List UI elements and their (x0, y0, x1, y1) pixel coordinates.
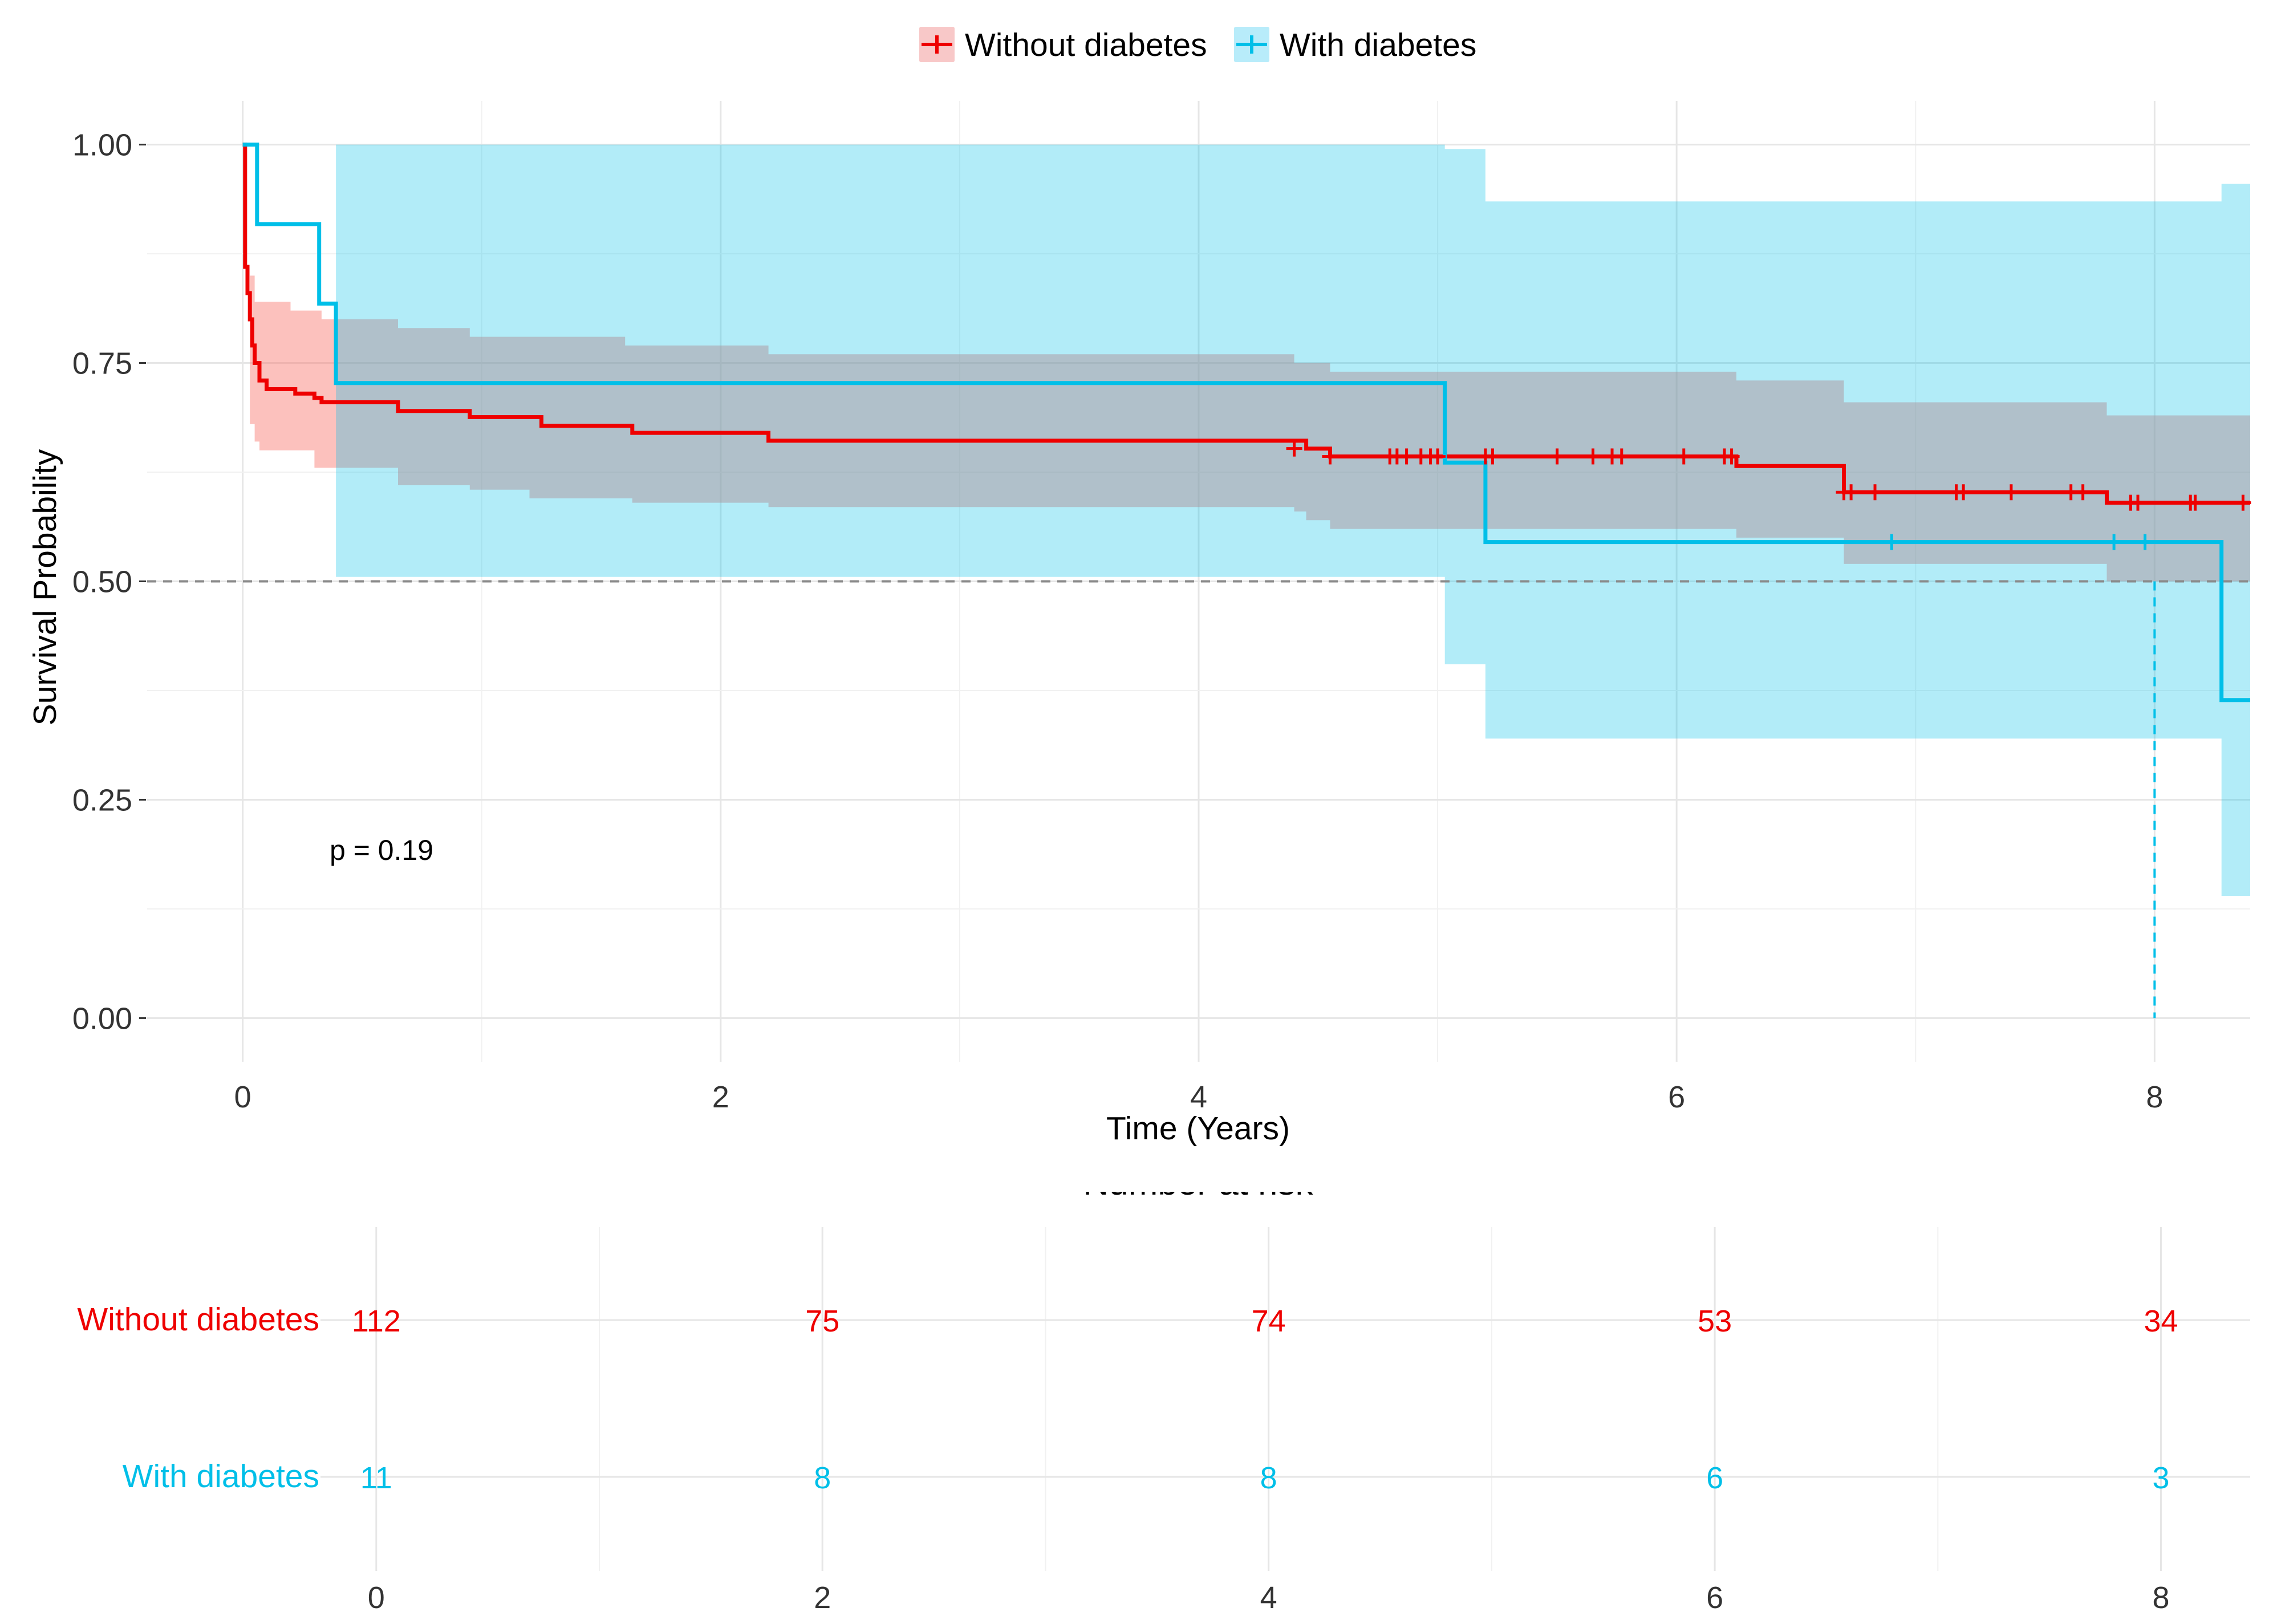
y-tick-label: 1.00 (72, 128, 132, 163)
x-tick-label: 0 (234, 1080, 251, 1114)
censor-mark (1484, 448, 1501, 465)
censor-mark (1723, 448, 1740, 465)
risk-table-title: Number at risk (1083, 1192, 1313, 1203)
y-tick-label: 0.75 (72, 347, 132, 381)
censor-mark (1613, 448, 1630, 465)
legend-label-with-diabetes: With diabetes (1280, 27, 1476, 63)
survival-chart: 0.00 0.25 0.50 0.75 1.00 0 2 4 6 8 p = 0.19 Time … (27, 101, 2251, 1147)
risk-count: 34 (2144, 1304, 2178, 1338)
censor-mark (1549, 448, 1565, 465)
risk-count: 8 (1260, 1461, 1277, 1495)
risk-count: 74 (1252, 1304, 1286, 1338)
censor-mark (1675, 448, 1692, 465)
risk-row-label: Without diabetes (77, 1301, 319, 1338)
censor-mark (1430, 448, 1446, 465)
risk-count: 53 (1698, 1304, 1732, 1338)
risk-count: 75 (805, 1304, 839, 1338)
risk-table-rows: Without diabetes 112 75 74 53 34 With diabetes… (77, 1301, 2178, 1495)
censor-mark (2187, 494, 2203, 511)
survival-curve-with-diabetes (242, 143, 2250, 703)
censor-mark (2075, 484, 2091, 501)
y-tick-label: 0.25 (72, 783, 132, 817)
risk-axis-tick-label: 4 (1260, 1581, 1277, 1615)
x-tick-label: 6 (1668, 1080, 1685, 1114)
risk-count: 112 (352, 1304, 401, 1338)
censor-mark (1843, 484, 1860, 501)
risk-count: 8 (814, 1461, 831, 1495)
censor-mark (2106, 534, 2122, 550)
ci-band-with-diabetes (242, 144, 2250, 896)
number-at-risk-table: Number at risk Without diabetes112757453… (77, 1192, 2250, 1615)
ci-band-without-diabetes (242, 144, 2250, 582)
censor-marks (1286, 440, 2251, 550)
risk-axis-tick-label: 2 (814, 1581, 831, 1615)
censor-mark (1322, 448, 1338, 465)
censor-mark (1286, 440, 1302, 457)
risk-count: 3 (2152, 1461, 2169, 1495)
risk-row-label: With diabetes (123, 1458, 319, 1495)
censor-mark (2137, 534, 2153, 550)
x-tick-label: 8 (2146, 1080, 2163, 1114)
legend-entry-without-diabetes: Without diabetes (919, 27, 1207, 63)
x-tick-label: 4 (1190, 1080, 1207, 1114)
y-tick-label: 0.00 (72, 1001, 132, 1036)
y-tick-label: 0.50 (72, 565, 132, 599)
censor-mark (1867, 484, 1884, 501)
risk-axis-tick-label: 6 (1706, 1581, 1723, 1615)
legend-label-without-diabetes: Without diabetes (965, 27, 1207, 63)
legend: Without diabetes With diabetes (919, 27, 1476, 63)
legend-entry-with-diabetes: With diabetes (1234, 27, 1476, 63)
censor-mark (1398, 448, 1415, 465)
censor-mark (2003, 484, 2019, 501)
confidence-bands (242, 144, 2250, 896)
axis-ticks: 0.00 0.25 0.50 0.75 1.00 0 2 4 6 8 (72, 128, 2163, 1114)
risk-table-axis: 0 2 4 6 8 (368, 1581, 2170, 1615)
y-axis-title: Survival Probability (27, 449, 63, 725)
censor-mark (2130, 494, 2146, 511)
risk-axis-tick-label: 8 (2152, 1581, 2169, 1615)
risk-count: 6 (1706, 1461, 1723, 1495)
x-axis-title: Time (Years) (1106, 1110, 1290, 1147)
x-tick-label: 2 (712, 1080, 729, 1114)
risk-table-grid (320, 1227, 2250, 1571)
censor-mark (2235, 494, 2251, 511)
censor-mark (1955, 484, 1972, 501)
risk-count: 11 (360, 1461, 392, 1495)
risk-axis-tick-label: 0 (368, 1581, 385, 1615)
p-value-annotation: p = 0.19 (330, 834, 433, 866)
censor-mark (1884, 534, 1900, 550)
censor-mark (1585, 448, 1601, 465)
median-reference-lines (147, 580, 2250, 1018)
